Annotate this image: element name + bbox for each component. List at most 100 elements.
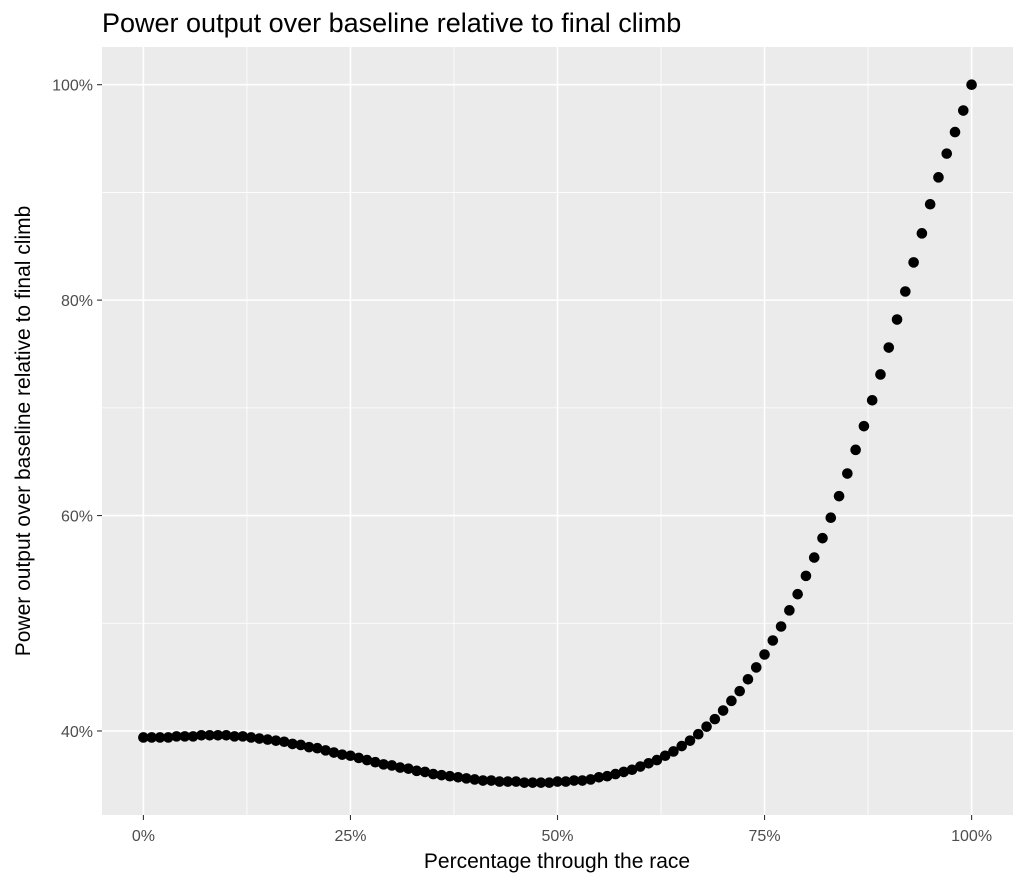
data-point [941,148,953,159]
data-point [709,713,721,725]
data-point [510,776,522,787]
data-point [552,776,563,787]
data-point [312,742,323,754]
x-tick-label: 25% [334,828,366,845]
data-point [378,759,389,770]
data-point [784,605,795,616]
data-point [394,762,406,773]
data-point [444,770,456,782]
y-tick-label: 80% [61,293,93,310]
data-point [800,570,812,582]
data-point [668,746,679,757]
data-point [817,532,828,544]
data-point [427,768,439,780]
y-tick-label: 100% [52,78,93,95]
data-point [370,756,381,768]
data-point [386,760,398,771]
data-point [220,729,232,741]
data-point [908,257,919,268]
data-point [419,766,431,778]
data-point [883,342,895,353]
y-tick-label: 60% [61,509,93,526]
data-point [303,741,315,753]
data-point [842,468,853,479]
data-point [262,734,273,745]
data-point [436,769,447,781]
data-point [461,773,472,784]
x-axis-title: Percentage through the race [424,850,690,873]
data-point [287,738,298,750]
data-point [295,739,307,751]
data-point [593,772,605,783]
data-point [742,673,754,685]
data-point [212,729,224,741]
data-point [411,765,423,777]
data-point [527,777,538,788]
data-point [618,766,630,778]
data-point [196,729,207,741]
data-point [949,126,961,138]
data-point [204,729,215,741]
data-point [477,775,489,786]
data-point [585,774,596,785]
data-point [519,777,530,788]
axes: 0% 25% 50% 75% 100% 40% 60% 80% 100% [52,78,992,845]
data-point [924,198,936,210]
data-point [767,635,779,646]
data-point [485,775,497,786]
data-point [726,695,737,707]
y-axis-title: Power output over baseline relative to f… [12,206,35,657]
data-point [933,172,944,183]
data-point [635,761,646,772]
data-point [568,775,580,786]
data-point [502,776,514,787]
x-tick-label: 50% [541,828,573,845]
data-point [345,750,356,762]
data-point [154,732,166,743]
data-point [875,369,886,380]
data-point [560,776,572,787]
data-point [179,731,191,742]
data-point [245,732,257,743]
data-point [610,768,621,780]
x-tick-label: 0% [132,828,155,845]
data-point [676,740,688,752]
data-point [750,662,762,673]
data-point [452,772,464,783]
data-point [229,731,240,742]
data-point [891,314,903,325]
data-point [237,731,249,742]
data-point [808,552,820,563]
data-point [146,732,157,743]
data-point [328,747,340,758]
data-point [900,286,911,297]
data-point [792,588,803,600]
data-point [916,228,928,239]
data-point [543,777,555,788]
data-point [651,754,663,766]
data-point [684,735,696,746]
y-tick-label: 40% [61,724,93,741]
data-point [270,735,282,746]
data-point [717,705,729,716]
data-point [858,420,870,432]
data-point [403,763,414,774]
data-point [353,752,365,764]
data-point [494,776,505,787]
data-point [601,770,613,782]
data-point [138,732,149,743]
gridlines [102,47,1013,815]
data-point [659,750,671,762]
data-point [336,749,348,760]
data-point [469,774,480,785]
data-point [361,754,373,766]
data-point [958,105,969,116]
data-point [162,732,174,743]
data-point [866,395,878,406]
data-points [138,79,977,788]
data-point [535,777,547,788]
data-point [775,621,787,632]
data-point [254,733,265,744]
data-point [692,728,704,740]
